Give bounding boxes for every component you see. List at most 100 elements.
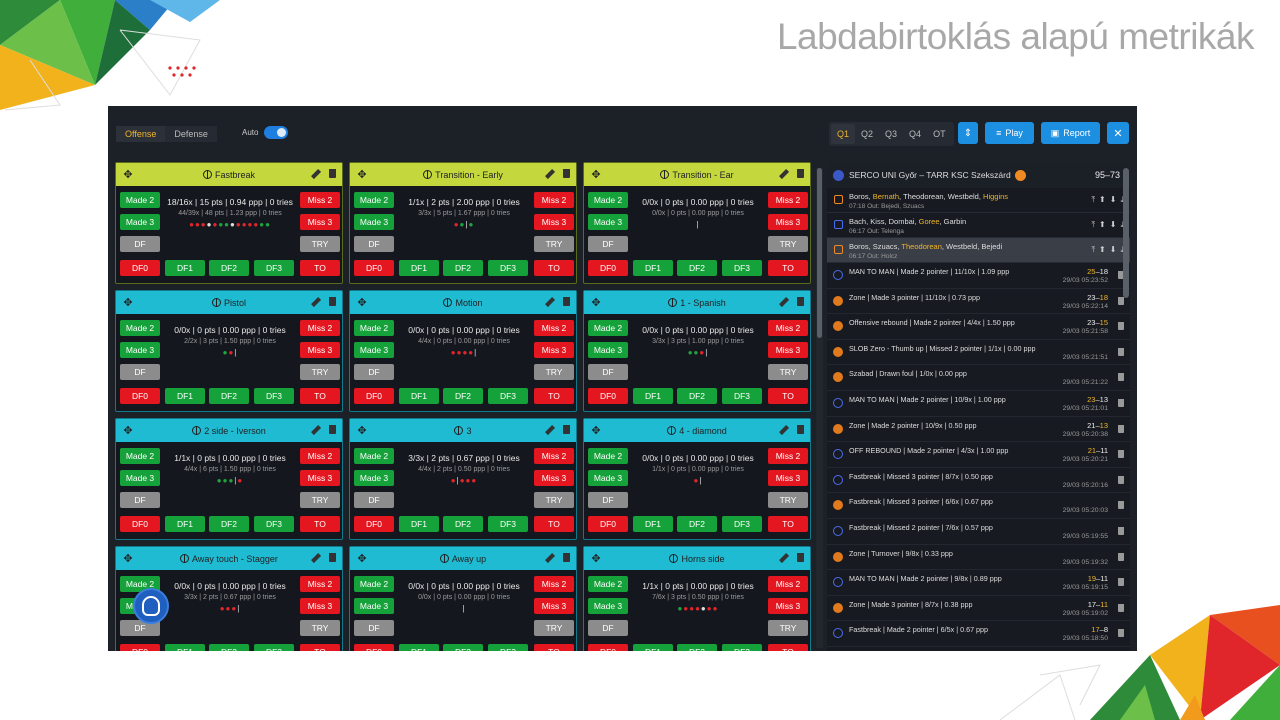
to-button[interactable]: TO	[534, 516, 574, 532]
df2-button[interactable]: DF2	[677, 388, 717, 404]
made-2-button[interactable]: Made 2	[120, 448, 160, 464]
lineup-row[interactable]: Boros, Szuacs, Theodorean, Westbeld, Bej…	[827, 238, 1130, 263]
to-button[interactable]: TO	[300, 516, 340, 532]
df0-button[interactable]: DF0	[120, 516, 160, 532]
trash-icon[interactable]	[563, 169, 570, 178]
to-button[interactable]: TO	[768, 388, 808, 404]
try-button[interactable]: TRY	[534, 492, 574, 508]
trash-icon[interactable]	[1118, 322, 1124, 331]
df2-button[interactable]: DF2	[209, 388, 249, 404]
miss-2-button[interactable]: Miss 2	[534, 576, 574, 592]
df1-button[interactable]: DF1	[633, 388, 673, 404]
event-row[interactable]: MAN TO MAN | Made 2 pointer | 9/8x | 0.8…	[827, 570, 1130, 596]
trash-icon[interactable]	[329, 297, 336, 306]
event-row[interactable]: MAN TO MAN | Made 2 pointer | 10/9x | 1.…	[827, 391, 1130, 417]
to-button[interactable]: TO	[534, 644, 574, 651]
miss-3-button[interactable]: Miss 3	[300, 470, 340, 486]
df3-button[interactable]: DF3	[488, 388, 528, 404]
df-button[interactable]: DF	[354, 620, 394, 636]
df0-button[interactable]: DF0	[120, 260, 160, 276]
tab-q1[interactable]: Q1	[831, 124, 856, 144]
miss-3-button[interactable]: Miss 3	[534, 598, 574, 614]
df0-button[interactable]: DF0	[354, 388, 394, 404]
df2-button[interactable]: DF2	[677, 260, 717, 276]
event-row[interactable]: SLOB Zero - Thumb up | Missed 2 pointer …	[827, 340, 1130, 366]
try-button[interactable]: TRY	[534, 236, 574, 252]
event-row[interactable]: Fastbreak | Missed 3 pointer | 6/6x | 0.…	[827, 493, 1130, 519]
miss-3-button[interactable]: Miss 3	[768, 598, 808, 614]
tab-q2[interactable]: Q2	[861, 129, 874, 139]
event-row[interactable]: Zone | Turnover | 9/8x | 0.33 ppp 29/03 0…	[827, 545, 1130, 571]
try-button[interactable]: TRY	[300, 620, 340, 636]
move-handle-icon[interactable]: ✥	[357, 169, 367, 181]
edit-icon[interactable]	[779, 425, 789, 435]
move-bottom-icon[interactable]: ⤓	[1120, 220, 1124, 230]
to-button[interactable]: TO	[300, 260, 340, 276]
trash-icon[interactable]	[1118, 552, 1124, 561]
df1-button[interactable]: DF1	[633, 644, 673, 651]
df3-button[interactable]: DF3	[488, 260, 528, 276]
miss-2-button[interactable]: Miss 2	[300, 192, 340, 208]
trash-icon[interactable]	[563, 425, 570, 434]
made-3-button[interactable]: Made 3	[354, 342, 394, 358]
df0-button[interactable]: DF0	[588, 260, 628, 276]
edit-icon[interactable]	[311, 553, 321, 563]
df3-button[interactable]: DF3	[254, 644, 294, 651]
event-row[interactable]: Zone | Made 3 pointer | 8/7x | 0.38 ppp 1…	[827, 596, 1130, 622]
move-handle-icon[interactable]: ✥	[591, 425, 601, 437]
df1-button[interactable]: DF1	[399, 644, 439, 651]
miss-2-button[interactable]: Miss 2	[534, 320, 574, 336]
move-top-icon[interactable]: ⤒	[1091, 195, 1096, 204]
miss-2-button[interactable]: Miss 2	[300, 448, 340, 464]
df-button[interactable]: DF	[354, 492, 394, 508]
to-button[interactable]: TO	[300, 388, 340, 404]
edit-icon[interactable]	[779, 553, 789, 563]
edit-icon[interactable]	[545, 425, 555, 435]
df-button[interactable]: DF	[354, 236, 394, 252]
grid-scrollbar[interactable]	[816, 168, 823, 648]
move-handle-icon[interactable]: ✥	[123, 169, 133, 181]
df3-button[interactable]: DF3	[254, 516, 294, 532]
df-button[interactable]: DF	[588, 364, 628, 380]
trash-icon[interactable]	[329, 425, 336, 434]
miss-2-button[interactable]: Miss 2	[768, 320, 808, 336]
try-button[interactable]: TRY	[768, 620, 808, 636]
df2-button[interactable]: DF2	[443, 260, 483, 276]
miss-3-button[interactable]: Miss 3	[768, 342, 808, 358]
df-button[interactable]: DF	[588, 236, 628, 252]
trash-icon[interactable]	[563, 553, 570, 562]
trash-icon[interactable]	[797, 425, 804, 434]
df0-button[interactable]: DF0	[588, 388, 628, 404]
made-3-button[interactable]: Made 3	[588, 342, 628, 358]
trash-icon[interactable]	[1118, 629, 1124, 638]
df0-button[interactable]: DF0	[588, 516, 628, 532]
edit-icon[interactable]	[311, 297, 321, 307]
df-button[interactable]: DF	[588, 620, 628, 636]
made-2-button[interactable]: Made 2	[588, 192, 628, 208]
made-3-button[interactable]: Made 3	[354, 470, 394, 486]
to-button[interactable]: TO	[768, 644, 808, 651]
tab-q3[interactable]: Q3	[885, 129, 898, 139]
lineup-row[interactable]: Boros, Bernath, Theodorean, Westbeld, Hi…	[827, 188, 1130, 213]
df0-button[interactable]: DF0	[588, 644, 628, 651]
df2-button[interactable]: DF2	[209, 260, 249, 276]
trash-icon[interactable]	[1118, 526, 1124, 535]
move-down-icon[interactable]: ⬇	[1109, 195, 1117, 204]
made-2-button[interactable]: Made 2	[120, 320, 160, 336]
df1-button[interactable]: DF1	[165, 260, 205, 276]
try-button[interactable]: TRY	[534, 620, 574, 636]
miss-3-button[interactable]: Miss 3	[300, 342, 340, 358]
event-row[interactable]: MAN TO MAN | Made 2 pointer | 11/10x | 1…	[827, 263, 1130, 289]
edit-icon[interactable]	[545, 169, 555, 179]
df2-button[interactable]: DF2	[677, 516, 717, 532]
miss-3-button[interactable]: Miss 3	[300, 598, 340, 614]
tab-ot[interactable]: OT	[933, 129, 946, 139]
try-button[interactable]: TRY	[300, 492, 340, 508]
swap-button[interactable]: ⇕	[958, 122, 978, 144]
df3-button[interactable]: DF3	[254, 388, 294, 404]
df3-button[interactable]: DF3	[254, 260, 294, 276]
tab-offense[interactable]: Offense	[116, 126, 166, 142]
df3-button[interactable]: DF3	[722, 388, 762, 404]
df0-button[interactable]: DF0	[354, 260, 394, 276]
edit-icon[interactable]	[779, 169, 789, 179]
